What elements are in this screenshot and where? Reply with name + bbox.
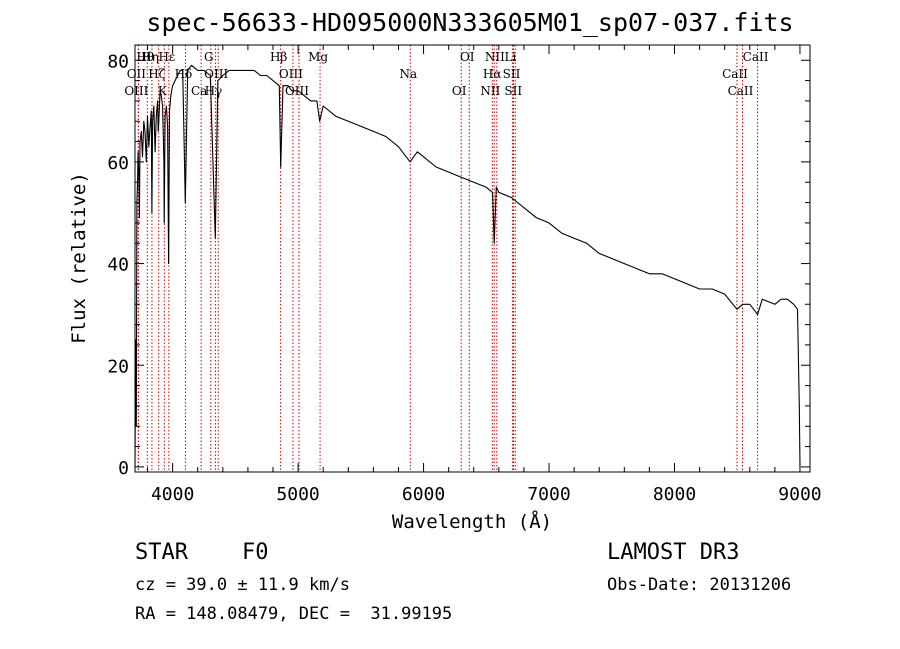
x-axis-label: Wavelength (Å) [392, 510, 552, 533]
line-label: CaII [743, 50, 769, 64]
line-label: Hγ [205, 84, 223, 98]
line-label: OI [452, 84, 467, 98]
series-line-spectrum [134, 64, 801, 467]
line-label: OIII [204, 67, 228, 81]
line-label: Li [504, 50, 516, 64]
obs-date-text: Obs-Date: 20131206 [607, 575, 792, 595]
line-label: SII [504, 84, 522, 98]
line-label: NII [480, 84, 500, 98]
coords-text: RA = 148.08479, DEC = 31.99195 [135, 604, 453, 624]
line-label: Hβ [270, 50, 287, 64]
line-label: SII [503, 67, 521, 81]
y-tick-label: 60 [107, 153, 129, 174]
class-label: STAR [135, 540, 188, 565]
series-group [134, 64, 801, 467]
y-tick-label: 20 [107, 356, 129, 377]
line-label: Hη [141, 50, 159, 64]
line-label: OIII [124, 84, 148, 98]
line-label: OII [127, 67, 147, 81]
x-tick-label: 5000 [276, 484, 319, 505]
tick-labels: 4000 5000 6000 7000 8000 9000 0 20 40 60 80 [107, 51, 821, 505]
y-tick-label: 40 [107, 255, 129, 276]
line-label: OIII [279, 67, 303, 81]
line-label: K [158, 84, 168, 98]
axis-ticks [135, 45, 810, 472]
x-tick-label: 7000 [527, 484, 570, 505]
x-tick-label: 6000 [402, 484, 445, 505]
line-label: Mg [308, 50, 328, 64]
survey-label: LAMOST DR3 [607, 540, 740, 565]
chart-title: spec-56633-HD095000N333605M01_sp07-037.f… [146, 8, 794, 37]
line-label: NII [485, 50, 505, 64]
x-tick-label: 8000 [653, 484, 696, 505]
subclass-label: F0 [242, 540, 269, 565]
line-markers [137, 45, 759, 472]
line-label: Hα [483, 67, 502, 81]
line-labels: Hθ OII OIII Hη Hζ K Hε Hδ Ca G OIII Hγ Hβ OIII OIII Mg N… [124, 50, 768, 98]
line-label: Hε [159, 50, 176, 64]
line-label: Hθ [136, 50, 154, 64]
y-tick-label: 0 [118, 458, 129, 479]
x-tick-label: 4000 [151, 484, 194, 505]
line-label: Hζ [148, 67, 165, 81]
line-label: CaII [728, 84, 754, 98]
line-label: G [204, 50, 214, 64]
line-label: Hδ [175, 67, 193, 81]
line-label: CaII [722, 67, 748, 81]
line-label: OIII [285, 84, 309, 98]
plot-frame [134, 44, 811, 473]
line-label: OI [460, 50, 475, 64]
redshift-text: cz = 39.0 ± 11.9 km/s [135, 575, 350, 595]
y-axis-label: Flux (relative) [68, 172, 90, 344]
line-label: Na [399, 67, 417, 81]
x-tick-label: 9000 [778, 484, 821, 505]
line-label: Ca [191, 84, 207, 98]
y-tick-label: 80 [107, 51, 129, 72]
